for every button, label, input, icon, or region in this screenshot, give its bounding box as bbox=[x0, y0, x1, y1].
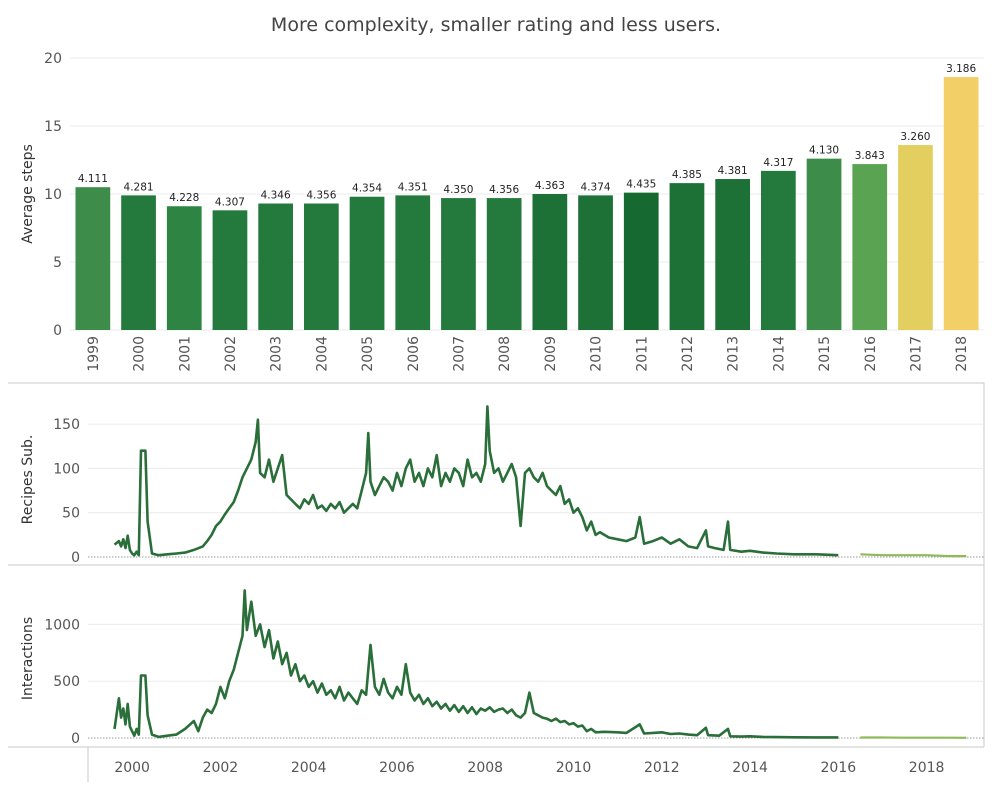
recipes-series-tail bbox=[860, 553, 967, 558]
bar-data-label: 4.381 bbox=[718, 165, 748, 177]
bar-x-tick-label: 2003 bbox=[269, 336, 285, 372]
interactions-series-line bbox=[113, 589, 839, 739]
recipes-y-tick-label: 100 bbox=[53, 461, 80, 477]
bar-2006 bbox=[395, 195, 431, 330]
recipes-y-tick-label: 50 bbox=[62, 506, 80, 522]
bar-x-tick-label: 2017 bbox=[908, 336, 924, 372]
x-tick-label: 2010 bbox=[556, 760, 592, 776]
bar-data-label: 4.111 bbox=[78, 173, 108, 185]
recipes-series-line bbox=[113, 405, 839, 557]
bar-y-tick-label: 0 bbox=[53, 323, 62, 339]
bar-x-tick-label: 1999 bbox=[86, 336, 102, 372]
bar-1999 bbox=[75, 187, 111, 330]
bar-2013 bbox=[715, 179, 751, 330]
bar-data-label: 4.317 bbox=[763, 157, 793, 169]
x-tick-label: 2006 bbox=[379, 760, 415, 776]
bar-data-label: 4.281 bbox=[124, 181, 154, 193]
bar-data-label: 4.307 bbox=[215, 196, 245, 208]
bar-2005 bbox=[349, 196, 385, 330]
bar-data-label: 4.351 bbox=[398, 181, 428, 193]
bar-data-label: 4.350 bbox=[443, 184, 473, 196]
bar-y-tick-label: 20 bbox=[44, 51, 62, 67]
bar-x-tick-label: 2004 bbox=[314, 336, 330, 372]
x-tick-label: 2014 bbox=[732, 760, 768, 776]
x-tick-label: 2000 bbox=[114, 760, 150, 776]
bar-data-label: 3.260 bbox=[900, 131, 930, 143]
bar-2018 bbox=[943, 77, 979, 330]
bar-2002 bbox=[212, 210, 248, 330]
x-tick-label: 2008 bbox=[467, 760, 503, 776]
bar-2010 bbox=[578, 195, 613, 330]
bar-2003 bbox=[258, 203, 294, 330]
bar-2000 bbox=[121, 195, 156, 330]
bar-2014 bbox=[760, 170, 796, 330]
recipes-y-tick-label: 150 bbox=[53, 417, 80, 433]
bar-x-tick-label: 2001 bbox=[177, 336, 193, 372]
interactions-y-axis-label: Interactions bbox=[20, 617, 36, 700]
bar-data-label: 4.356 bbox=[489, 184, 519, 196]
bar-2012 bbox=[669, 183, 705, 330]
bar-data-label: 4.228 bbox=[169, 192, 199, 204]
bar-2004 bbox=[303, 203, 339, 330]
bar-2009 bbox=[532, 194, 568, 330]
bar-x-tick-label: 2000 bbox=[132, 336, 148, 372]
bar-x-tick-label: 2016 bbox=[863, 336, 879, 372]
x-tick-label: 2004 bbox=[291, 760, 327, 776]
bar-2001 bbox=[166, 206, 202, 330]
bar-x-tick-label: 2014 bbox=[771, 336, 787, 372]
bar-x-tick-label: 2015 bbox=[817, 336, 833, 372]
bar-x-tick-label: 2006 bbox=[406, 336, 422, 372]
bar-x-tick-label: 2012 bbox=[680, 336, 696, 372]
bar-2011 bbox=[623, 192, 659, 330]
bar-2008 bbox=[486, 198, 522, 330]
bar-x-tick-label: 2011 bbox=[634, 336, 650, 372]
bar-data-label: 4.363 bbox=[535, 180, 565, 192]
line-panels-frame bbox=[8, 382, 985, 747]
bar-2017 bbox=[898, 145, 933, 330]
bar-data-label: 4.435 bbox=[626, 179, 656, 191]
x-tick-label: 2002 bbox=[203, 760, 239, 776]
recipes-y-axis-label: Recipes Sub. bbox=[20, 435, 36, 525]
recipes-y-tick-label: 0 bbox=[71, 550, 80, 566]
interactions-y-tick-label: 0 bbox=[71, 731, 80, 747]
bar-data-label: 4.130 bbox=[809, 145, 839, 157]
bar-data-label: 3.843 bbox=[855, 150, 885, 162]
bar-x-tick-label: 2008 bbox=[497, 336, 513, 372]
bar-y-tick-label: 15 bbox=[44, 119, 62, 135]
bar-x-tick-label: 2010 bbox=[589, 336, 605, 372]
bar-data-label: 4.356 bbox=[306, 190, 336, 202]
x-tick-label: 2012 bbox=[644, 760, 680, 776]
bar-y-tick-label: 10 bbox=[44, 187, 62, 203]
bar-x-tick-label: 2005 bbox=[360, 336, 376, 372]
bar-y-tick-label: 5 bbox=[53, 255, 62, 271]
bar-data-label: 4.385 bbox=[672, 169, 702, 181]
bar-2016 bbox=[852, 164, 888, 330]
bar-x-tick-label: 2002 bbox=[223, 336, 239, 372]
bar-data-label: 4.346 bbox=[261, 190, 291, 202]
bar-x-tick-label: 2007 bbox=[451, 336, 467, 372]
bar-x-tick-label: 2013 bbox=[726, 336, 742, 372]
x-tick-label: 2016 bbox=[821, 760, 857, 776]
interactions-y-tick-label: 1000 bbox=[44, 617, 80, 633]
bar-2007 bbox=[441, 198, 476, 330]
interactions-y-tick-label: 500 bbox=[53, 674, 80, 690]
bar-y-axis-label: Average steps bbox=[20, 144, 36, 244]
bar-x-tick-label: 2009 bbox=[543, 336, 559, 372]
bar-data-label: 3.186 bbox=[946, 63, 976, 75]
bar-data-label: 4.374 bbox=[581, 181, 611, 193]
chart-title: More complexity, smaller rating and less… bbox=[270, 14, 722, 36]
bar-x-tick-label: 2018 bbox=[954, 336, 970, 372]
x-tick-label: 2018 bbox=[909, 760, 945, 776]
bar-2015 bbox=[806, 158, 842, 330]
bar-data-label: 4.354 bbox=[352, 183, 382, 195]
